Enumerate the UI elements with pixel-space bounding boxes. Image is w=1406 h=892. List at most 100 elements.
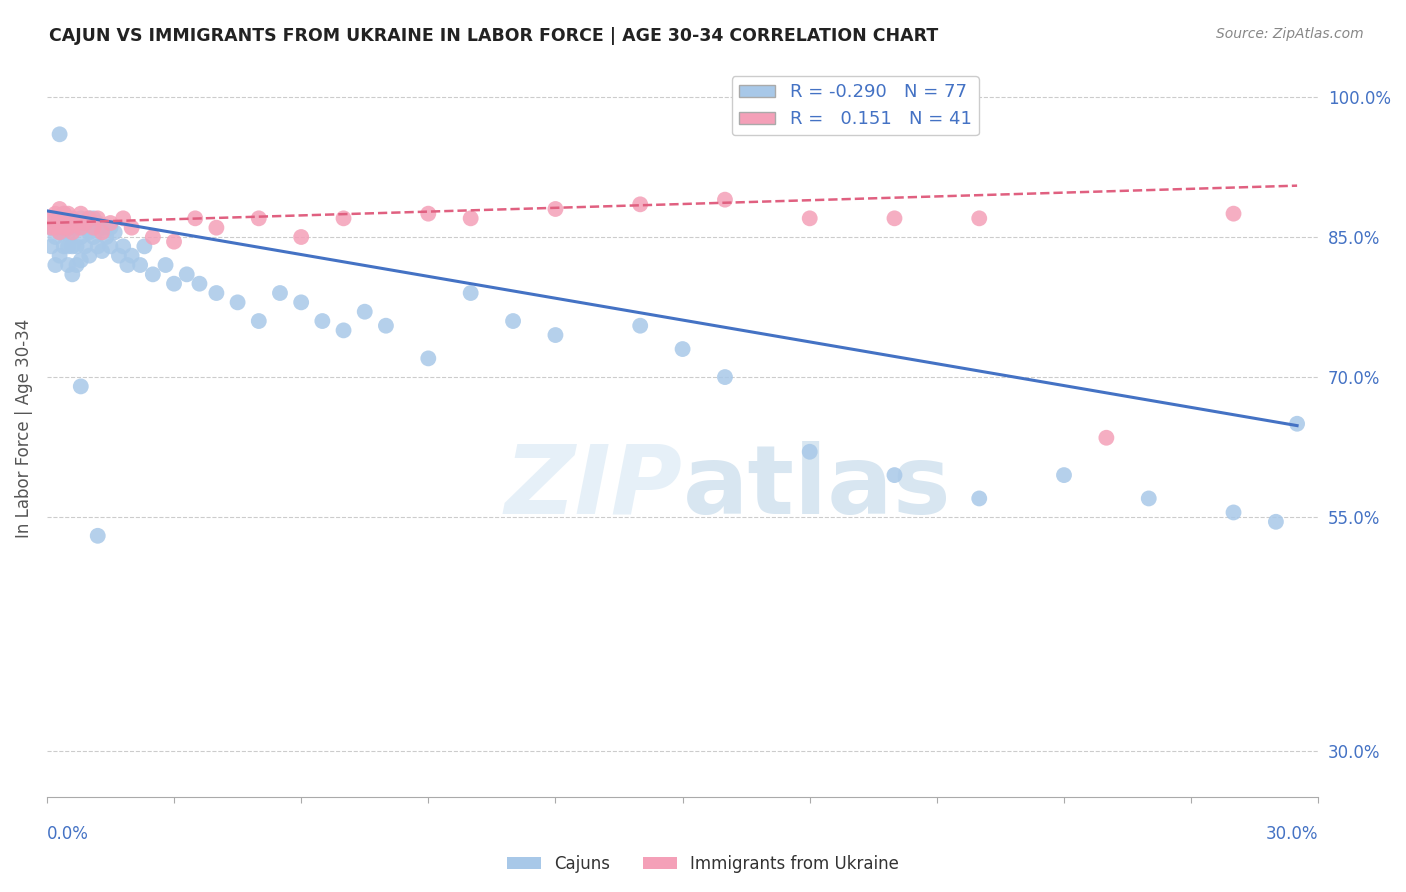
- Point: [1264, 515, 1286, 529]
- Point: [290, 295, 312, 310]
- Point: [87, 239, 110, 253]
- Point: [48, 211, 70, 226]
- Point: [1053, 468, 1076, 483]
- Point: [1222, 505, 1244, 519]
- Point: [44, 230, 66, 244]
- Point: [73, 220, 96, 235]
- Point: [247, 211, 270, 226]
- Point: [48, 249, 70, 263]
- Point: [205, 220, 228, 235]
- Point: [52, 207, 75, 221]
- Point: [121, 220, 143, 235]
- Point: [60, 239, 83, 253]
- Point: [52, 239, 75, 253]
- Point: [353, 304, 375, 318]
- Point: [799, 211, 821, 226]
- Point: [65, 239, 87, 253]
- Text: atlas: atlas: [682, 441, 952, 534]
- Point: [77, 211, 100, 226]
- Point: [56, 207, 79, 221]
- Point: [56, 239, 79, 253]
- Point: [73, 239, 96, 253]
- Point: [48, 128, 70, 142]
- Point: [91, 225, 114, 239]
- Text: Source: ZipAtlas.com: Source: ZipAtlas.com: [1216, 27, 1364, 41]
- Point: [883, 468, 905, 483]
- Point: [544, 202, 567, 216]
- Point: [628, 197, 651, 211]
- Point: [714, 193, 737, 207]
- Point: [39, 220, 62, 235]
- Point: [39, 211, 62, 226]
- Y-axis label: In Labor Force | Age 30-34: In Labor Force | Age 30-34: [15, 318, 32, 538]
- Point: [56, 211, 79, 226]
- Point: [60, 225, 83, 239]
- Point: [77, 211, 100, 226]
- Point: [44, 220, 66, 235]
- Point: [332, 211, 354, 226]
- Point: [69, 253, 91, 268]
- Point: [134, 239, 156, 253]
- Point: [44, 258, 66, 272]
- Point: [1222, 207, 1244, 221]
- Point: [184, 211, 207, 226]
- Text: 30.0%: 30.0%: [1265, 825, 1319, 843]
- Point: [121, 249, 143, 263]
- Point: [799, 444, 821, 458]
- Point: [48, 202, 70, 216]
- Point: [77, 225, 100, 239]
- Point: [48, 225, 70, 239]
- Text: 0.0%: 0.0%: [46, 825, 89, 843]
- Point: [460, 211, 482, 226]
- Point: [69, 207, 91, 221]
- Point: [247, 314, 270, 328]
- Point: [56, 220, 79, 235]
- Point: [52, 207, 75, 221]
- Point: [44, 211, 66, 226]
- Point: [44, 207, 66, 221]
- Point: [52, 220, 75, 235]
- Point: [117, 258, 139, 272]
- Point: [52, 225, 75, 239]
- Point: [104, 225, 127, 239]
- Legend: Cajuns, Immigrants from Ukraine: Cajuns, Immigrants from Ukraine: [501, 848, 905, 880]
- Point: [883, 211, 905, 226]
- Point: [163, 277, 186, 291]
- Point: [269, 286, 291, 301]
- Point: [83, 230, 105, 244]
- Legend: R = -0.290   N = 77, R =   0.151   N = 41: R = -0.290 N = 77, R = 0.151 N = 41: [731, 76, 979, 136]
- Point: [188, 277, 211, 291]
- Point: [714, 370, 737, 384]
- Point: [39, 239, 62, 253]
- Point: [967, 491, 990, 506]
- Point: [502, 314, 524, 328]
- Point: [176, 268, 198, 282]
- Point: [69, 211, 91, 226]
- Point: [112, 239, 135, 253]
- Point: [205, 286, 228, 301]
- Point: [311, 314, 333, 328]
- Point: [129, 258, 152, 272]
- Point: [290, 230, 312, 244]
- Point: [56, 225, 79, 239]
- Point: [87, 211, 110, 226]
- Point: [100, 216, 122, 230]
- Point: [77, 249, 100, 263]
- Point: [112, 211, 135, 226]
- Point: [967, 211, 990, 226]
- Point: [60, 220, 83, 235]
- Point: [142, 268, 165, 282]
- Point: [83, 220, 105, 235]
- Point: [374, 318, 396, 333]
- Point: [1095, 431, 1118, 445]
- Text: ZIP: ZIP: [505, 441, 682, 534]
- Point: [671, 342, 693, 356]
- Point: [1137, 491, 1160, 506]
- Point: [48, 225, 70, 239]
- Point: [87, 529, 110, 543]
- Point: [96, 230, 118, 244]
- Point: [65, 258, 87, 272]
- Point: [163, 235, 186, 249]
- Point: [60, 211, 83, 226]
- Point: [226, 295, 249, 310]
